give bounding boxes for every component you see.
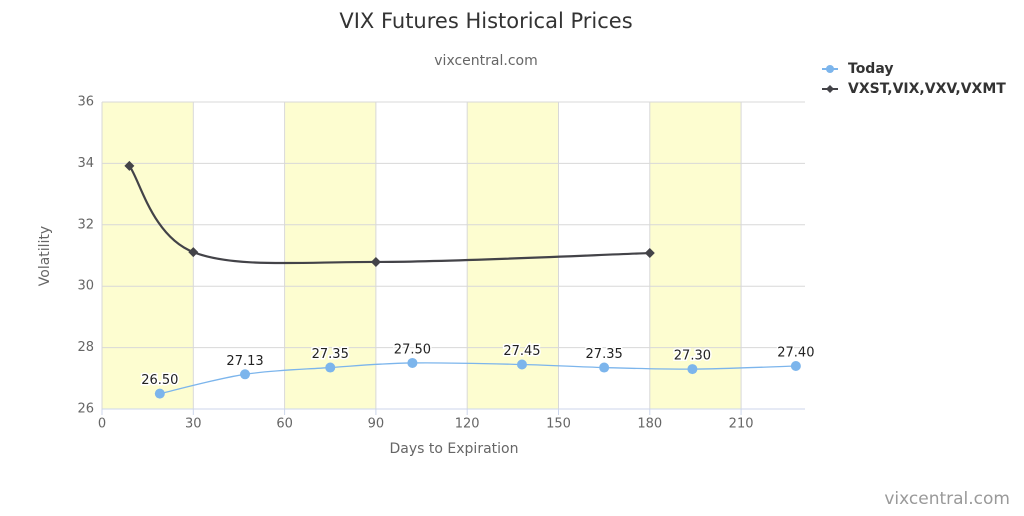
plot-band (649, 102, 742, 409)
marker (325, 362, 336, 373)
x-tick-label: 90 (368, 417, 385, 432)
data-label: 27.13 (226, 354, 263, 369)
legend-label[interactable]: Today (848, 61, 893, 77)
x-tick-label: 210 (729, 417, 754, 432)
data-label: 27.50 (394, 342, 431, 357)
y-tick-label: 34 (77, 156, 94, 171)
marker (188, 247, 199, 258)
legend-marker (826, 85, 834, 93)
chart-subtitle: vixcentral.com (434, 53, 537, 69)
data-label: 26.50 (141, 373, 178, 388)
data-label: 27.30 (674, 349, 711, 364)
marker (790, 361, 801, 372)
marker (370, 256, 381, 267)
marker (154, 388, 165, 399)
series-line (128, 165, 650, 265)
chart-title: VIX Futures Historical Prices (339, 9, 632, 33)
x-tick-label: 150 (546, 417, 571, 432)
data-label: 27.35 (586, 347, 623, 362)
x-tick-label: 180 (637, 417, 662, 432)
x-axis-title: Days to Expiration (390, 441, 519, 457)
y-axis-title: Volatility (37, 226, 53, 286)
plot-band (102, 102, 194, 409)
y-tick-label: 30 (77, 279, 94, 294)
marker (644, 248, 655, 259)
x-tick-label: 0 (98, 417, 106, 432)
y-tick-label: 26 (77, 402, 94, 417)
marker (240, 369, 251, 380)
x-tick-label: 60 (276, 417, 293, 432)
marker (407, 357, 418, 368)
x-tick-label: 120 (455, 417, 480, 432)
data-label: 27.40 (777, 346, 814, 361)
y-tick-label: 28 (77, 340, 94, 355)
legend-label[interactable]: VXST,VIX,VXV,VXMT (848, 81, 1006, 97)
marker (687, 364, 698, 375)
y-tick-label: 32 (77, 217, 94, 232)
credit: vixcentral.com (884, 489, 1010, 509)
marker (124, 160, 135, 171)
legend-marker (826, 65, 834, 73)
plot-band (284, 102, 376, 409)
x-tick-label: 30 (185, 417, 202, 432)
data-label: 27.45 (503, 344, 540, 359)
data-label: 27.35 (312, 347, 349, 362)
marker (599, 362, 610, 373)
plot-band (467, 102, 559, 409)
y-tick-label: 36 (77, 95, 94, 110)
marker (516, 359, 527, 370)
